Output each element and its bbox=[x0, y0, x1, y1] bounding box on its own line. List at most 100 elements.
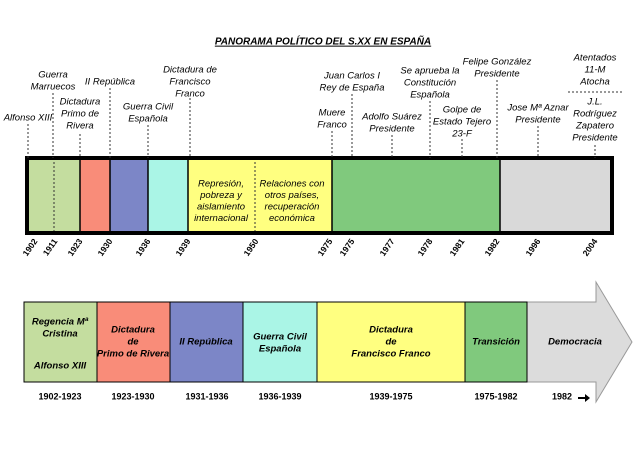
segment bbox=[188, 158, 332, 233]
year-label: 1977 bbox=[377, 236, 396, 257]
period-label: Regencia Mª bbox=[32, 317, 89, 328]
period-years: 1923-1930 bbox=[111, 391, 154, 401]
event-label: Presidente bbox=[515, 115, 560, 126]
period-note: aislamiento bbox=[197, 202, 245, 213]
year-label: 1981 bbox=[447, 236, 466, 257]
top-bar bbox=[25, 156, 614, 235]
year-label: 1978 bbox=[415, 236, 434, 257]
period-label: Primo de Rivera bbox=[97, 349, 169, 360]
period-label: Democracia bbox=[548, 337, 602, 348]
event-label: Rodríguez bbox=[573, 109, 617, 120]
event-label: Presidente bbox=[369, 124, 414, 135]
segment bbox=[243, 302, 317, 382]
period-label: Francisco Franco bbox=[351, 349, 430, 360]
year-label: 2004 bbox=[580, 236, 599, 257]
period-label: Dictadura bbox=[369, 325, 413, 336]
event-label: Muere bbox=[319, 108, 346, 119]
event-label: Rey de España bbox=[320, 83, 385, 94]
period-label: Española bbox=[259, 344, 301, 355]
year-label: 1911 bbox=[41, 236, 60, 257]
event-label: Guerra Civil bbox=[123, 102, 174, 113]
year-label: 1930 bbox=[95, 236, 114, 257]
event-label: Atentados bbox=[573, 53, 617, 64]
period-years: 1982 bbox=[552, 391, 572, 401]
year-label: 1975 bbox=[337, 236, 356, 257]
period-years: 1936-1939 bbox=[258, 391, 301, 401]
period-label: II República bbox=[179, 337, 232, 348]
period-years: 1931-1936 bbox=[185, 391, 228, 401]
period-label: de bbox=[127, 337, 139, 348]
event-label: Francisco bbox=[169, 77, 210, 88]
event-label: Juan Carlos I bbox=[323, 71, 380, 82]
event-label: Marruecos bbox=[31, 82, 76, 93]
segment bbox=[500, 158, 612, 233]
year-label: 1923 bbox=[65, 236, 84, 257]
period-note: pobreza y bbox=[199, 190, 243, 201]
segment-borders bbox=[23, 301, 528, 383]
event-label: Española bbox=[410, 90, 450, 101]
period-note: otros países, bbox=[265, 190, 319, 201]
event-label: Rivera bbox=[66, 121, 93, 132]
event-label: Española bbox=[128, 114, 168, 125]
arrow-head bbox=[526, 280, 633, 404]
event-label: Zapatero bbox=[575, 121, 614, 132]
period-label: Alfonso XIII bbox=[33, 361, 87, 372]
event-label: 23-F bbox=[451, 129, 473, 140]
event-label: Guerra bbox=[38, 70, 68, 81]
event-label: Franco bbox=[317, 120, 347, 131]
event-label: Golpe de bbox=[443, 105, 482, 116]
segment bbox=[97, 302, 170, 382]
period-label: Cristina bbox=[42, 329, 77, 340]
segment bbox=[332, 158, 500, 233]
bottom-arrow bbox=[23, 280, 633, 404]
year-label: 1939 bbox=[173, 236, 192, 257]
period-note: internacional bbox=[194, 213, 249, 224]
period-label: Guerra Civil bbox=[253, 332, 307, 343]
event-label: 11-M bbox=[585, 65, 606, 76]
event-label: Alfonso XIII bbox=[3, 113, 53, 124]
period-label: Transición bbox=[472, 337, 520, 348]
event-label: Estado Tejero bbox=[433, 117, 491, 128]
event-label: Adolfo Suárez bbox=[361, 112, 422, 123]
event-label: Se aprueba la bbox=[400, 66, 459, 77]
event-label: Presidente bbox=[474, 69, 519, 80]
segment bbox=[317, 302, 465, 382]
segment bbox=[170, 302, 243, 382]
event-label: Presidente bbox=[572, 133, 617, 144]
period-note: Represión, bbox=[198, 179, 244, 190]
year-label: 1996 bbox=[523, 236, 542, 257]
period-note: económica bbox=[269, 213, 315, 224]
event-label: Franco bbox=[175, 89, 205, 100]
arrow-icon bbox=[578, 394, 590, 402]
year-label: 1950 bbox=[241, 236, 260, 257]
event-label: Constitución bbox=[404, 78, 456, 89]
page-title: PANORAMA POLÍTICO DEL S.XX EN ESPAÑA bbox=[215, 35, 431, 48]
year-label: 1902 bbox=[20, 236, 39, 257]
event-label: Dictadura de bbox=[163, 65, 217, 76]
period-years: 1902-1923 bbox=[38, 391, 81, 401]
event-label: Jose Mª Aznar bbox=[506, 103, 569, 114]
year-label: 1936 bbox=[133, 236, 152, 257]
event-label: Felipe González bbox=[463, 57, 532, 68]
period-years: 1975-1982 bbox=[474, 391, 517, 401]
bar-border bbox=[25, 156, 614, 235]
segment bbox=[80, 158, 110, 233]
event-label: II República bbox=[85, 77, 135, 88]
event-label: Primo de bbox=[61, 109, 99, 120]
event-label: J.L. bbox=[586, 97, 602, 108]
year-label: 1975 bbox=[315, 236, 334, 257]
period-label: Dictadura bbox=[111, 325, 155, 336]
event-label: Dictadura bbox=[60, 97, 101, 108]
segment bbox=[148, 158, 188, 233]
segment bbox=[110, 158, 148, 233]
segment bbox=[465, 302, 527, 382]
event-label: Atocha bbox=[579, 77, 610, 88]
period-label: de bbox=[385, 337, 397, 348]
year-label: 1982 bbox=[482, 236, 501, 257]
period-note: Relaciones con bbox=[260, 179, 325, 190]
segment-borders bbox=[79, 158, 501, 233]
segment bbox=[24, 302, 97, 382]
inner-dashes bbox=[53, 158, 256, 233]
period-note: recuperación bbox=[265, 202, 320, 213]
